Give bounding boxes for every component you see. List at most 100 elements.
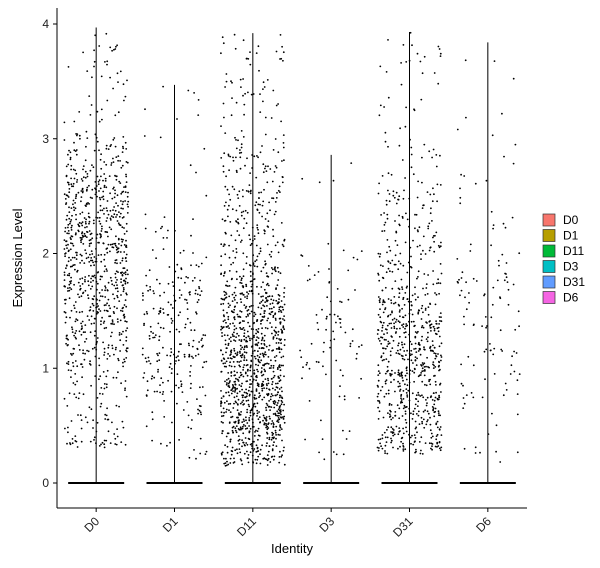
- data-point: [222, 421, 224, 424]
- data-point: [437, 412, 440, 414]
- data-point: [380, 342, 383, 345]
- data-point: [245, 315, 248, 318]
- data-point: [200, 413, 203, 416]
- data-point: [236, 392, 239, 395]
- data-point: [421, 181, 423, 184]
- data-point: [438, 292, 440, 295]
- data-point: [283, 344, 286, 347]
- data-point: [229, 155, 232, 158]
- data-point: [435, 293, 438, 296]
- data-point: [384, 347, 387, 350]
- data-point: [252, 304, 254, 307]
- data-point: [224, 362, 227, 364]
- data-point: [266, 454, 269, 456]
- data-point: [194, 354, 197, 357]
- data-point: [224, 319, 226, 321]
- data-point: [99, 278, 102, 281]
- data-point: [185, 276, 188, 278]
- data-point: [273, 441, 275, 444]
- data-point: [262, 419, 264, 422]
- data-point: [118, 211, 120, 214]
- data-point: [101, 227, 103, 230]
- data-point: [88, 242, 91, 245]
- data-point: [490, 210, 493, 213]
- data-point: [404, 374, 407, 377]
- data-point: [230, 372, 233, 374]
- data-point: [242, 227, 245, 230]
- data-point: [273, 213, 276, 216]
- data-point: [505, 262, 508, 264]
- data-point: [257, 418, 260, 421]
- data-point: [401, 159, 404, 161]
- data-point: [434, 292, 436, 294]
- data-point: [256, 330, 259, 333]
- data-point: [257, 232, 260, 235]
- data-point: [240, 427, 242, 430]
- data-point: [240, 459, 243, 462]
- data-point: [404, 177, 406, 179]
- data-point: [355, 357, 358, 360]
- data-point: [258, 347, 261, 349]
- data-point: [187, 89, 190, 92]
- data-point: [266, 327, 269, 330]
- data-point: [271, 383, 273, 386]
- data-point: [412, 410, 415, 413]
- violin-group-d3: [299, 154, 363, 484]
- data-point: [233, 457, 235, 460]
- data-point: [125, 277, 127, 280]
- data-point: [170, 303, 172, 306]
- data-point: [360, 377, 362, 380]
- data-point: [415, 213, 418, 216]
- data-point: [389, 313, 392, 316]
- data-point: [84, 416, 87, 419]
- data-point: [177, 350, 180, 353]
- data-point: [401, 343, 403, 346]
- data-point: [393, 322, 395, 325]
- data-point: [403, 350, 406, 352]
- data-point: [261, 327, 263, 330]
- data-point: [224, 231, 227, 234]
- data-point: [387, 343, 390, 345]
- data-point: [426, 410, 429, 413]
- data-point: [159, 294, 161, 297]
- data-point: [440, 446, 443, 449]
- data-point: [377, 329, 379, 331]
- data-point: [96, 233, 99, 236]
- data-point: [86, 137, 89, 140]
- data-point: [196, 348, 199, 351]
- data-point: [426, 420, 428, 423]
- data-point: [255, 201, 258, 204]
- data-point: [151, 439, 154, 442]
- data-point: [66, 344, 69, 347]
- data-point: [313, 274, 316, 276]
- data-point: [439, 320, 441, 322]
- data-point: [195, 311, 197, 314]
- data-point: [263, 339, 266, 342]
- data-point: [261, 374, 263, 377]
- data-point: [270, 267, 273, 269]
- data-point: [252, 461, 254, 463]
- data-point: [145, 311, 148, 313]
- data-point: [220, 157, 223, 159]
- data-point: [125, 222, 128, 225]
- data-point: [256, 382, 259, 385]
- data-point: [68, 149, 70, 152]
- data-point: [69, 156, 72, 159]
- data-point: [73, 120, 76, 123]
- data-point: [114, 261, 116, 264]
- data-point: [68, 188, 71, 190]
- data-point: [228, 338, 231, 340]
- data-point: [242, 94, 244, 97]
- data-point: [386, 452, 389, 455]
- data-point: [223, 152, 226, 155]
- data-point: [406, 349, 408, 352]
- data-point: [70, 183, 73, 186]
- data-point: [114, 192, 116, 195]
- data-point: [281, 176, 284, 178]
- data-point: [270, 406, 273, 408]
- data-point: [75, 218, 77, 221]
- data-point: [121, 310, 124, 312]
- data-point: [74, 233, 77, 236]
- data-point: [437, 445, 440, 447]
- data-point: [177, 386, 180, 389]
